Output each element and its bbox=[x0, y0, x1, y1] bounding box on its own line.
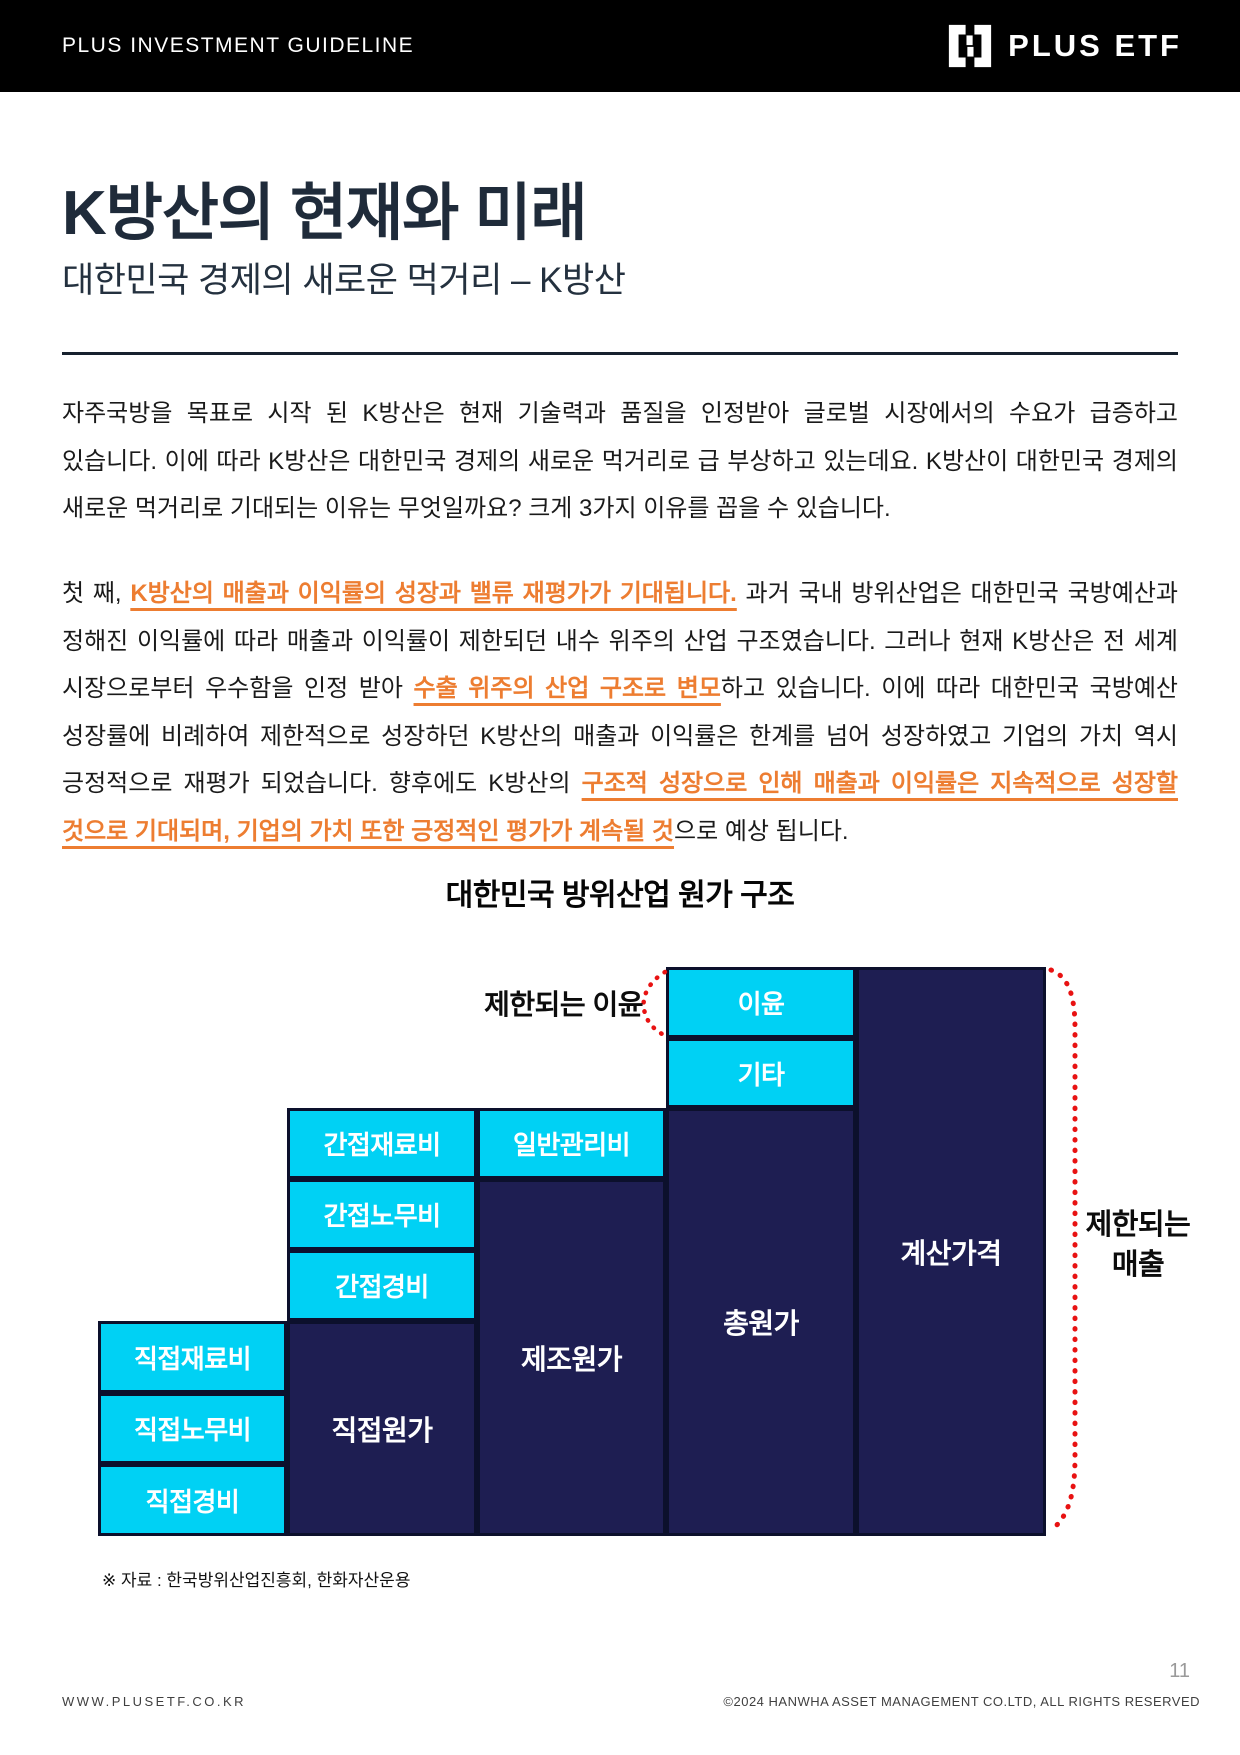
limited-sales-label: 제한되는 매출 bbox=[1050, 1205, 1226, 1285]
page-title: K방산의 현재와 미래 bbox=[62, 179, 588, 248]
reason-paragraph: 첫 째, K방산의 매출과 이익률의 성장과 밸류 재평가가 기대됩니다. 과거… bbox=[62, 570, 1178, 855]
block-total-cost: 총원가 bbox=[666, 1108, 856, 1536]
block-etc: 기타 bbox=[666, 1038, 856, 1108]
text-segment: 으로 예상 됩니다. bbox=[674, 817, 849, 845]
text-segment: 첫 째, bbox=[62, 580, 131, 607]
chart-title: 대한민국 방위산업 원가 구조 bbox=[445, 879, 795, 912]
limited-sales-line1: 제한되는 bbox=[1085, 1209, 1191, 1241]
limited-sales-line2: 매출 bbox=[1111, 1249, 1165, 1281]
limited-profit-label: 제한되는 이윤 bbox=[484, 989, 643, 1020]
top-bar: PLUS INVESTMENT GUIDELINE PLUS ETF bbox=[0, 0, 1240, 92]
profit-bracket-line bbox=[641, 969, 669, 1039]
footer-copyright: ©2024 HANWHA ASSET MANAGEMENT CO.LTD, AL… bbox=[723, 1694, 1200, 1709]
divider-rule bbox=[62, 352, 1178, 355]
block-manufacturing-cost: 제조원가 bbox=[477, 1179, 666, 1536]
block-direct-cost: 직접원가 bbox=[287, 1321, 477, 1536]
footer-website: WWW.PLUSETF.CO.KR bbox=[62, 1694, 247, 1709]
block-calculated-price: 계산가격 bbox=[856, 967, 1046, 1536]
brand-name: PLUS ETF bbox=[1008, 28, 1182, 63]
brand-logo: PLUS ETF bbox=[948, 24, 1182, 68]
text-segment: 과거 국내 방위산업은 대한민국 국방예산과 정해진 이익률에 따라 매출과 이… bbox=[62, 580, 1179, 702]
block-indirect-material: 간접재료비 bbox=[287, 1108, 477, 1179]
highlighted-text: 수출 위주의 산업 구조로 변모 bbox=[413, 675, 721, 702]
cost-structure-diagram: 이윤 기타 간접재료비 일반관리비 간접노무비 간접경비 직접재료비 직접노무비… bbox=[98, 967, 1240, 1537]
highlighted-text: 구조적 성장으로 인해 매출과 이익률은 지속적으로 성장할 것으로 기대되며,… bbox=[62, 770, 1178, 845]
guideline-label: PLUS INVESTMENT GUIDELINE bbox=[62, 34, 415, 57]
block-profit: 이윤 bbox=[666, 967, 856, 1038]
block-indirect-expense: 간접경비 bbox=[287, 1250, 477, 1321]
highlighted-text: K방산의 매출과 이익률의 성장과 밸류 재평가가 기대됩니다. bbox=[130, 580, 737, 607]
block-direct-expense: 직접경비 bbox=[98, 1464, 287, 1536]
plus-etf-bracket-icon bbox=[949, 24, 992, 68]
block-direct-material: 직접재료비 bbox=[98, 1321, 287, 1393]
page-number: 11 bbox=[1169, 1660, 1190, 1682]
block-general-admin: 일반관리비 bbox=[477, 1108, 666, 1179]
block-indirect-labor: 간접노무비 bbox=[287, 1179, 477, 1250]
source-note: ※ 자료 : 한국방위산업진흥회, 한화자산운용 bbox=[102, 1571, 411, 1590]
block-direct-labor: 직접노무비 bbox=[98, 1393, 287, 1464]
intro-paragraph: 자주국방을 목표로 시작 된 K방산은 현재 기술력과 품질을 인정받아 글로벌… bbox=[62, 400, 1178, 522]
page-subtitle: 대한민국 경제의 새로운 먹거리 – K방산 bbox=[62, 261, 626, 300]
text-segment: 하고 있습니다. 이에 따라 대한민국 국방예산 성장률에 비례하여 제한적으로… bbox=[62, 675, 1178, 797]
